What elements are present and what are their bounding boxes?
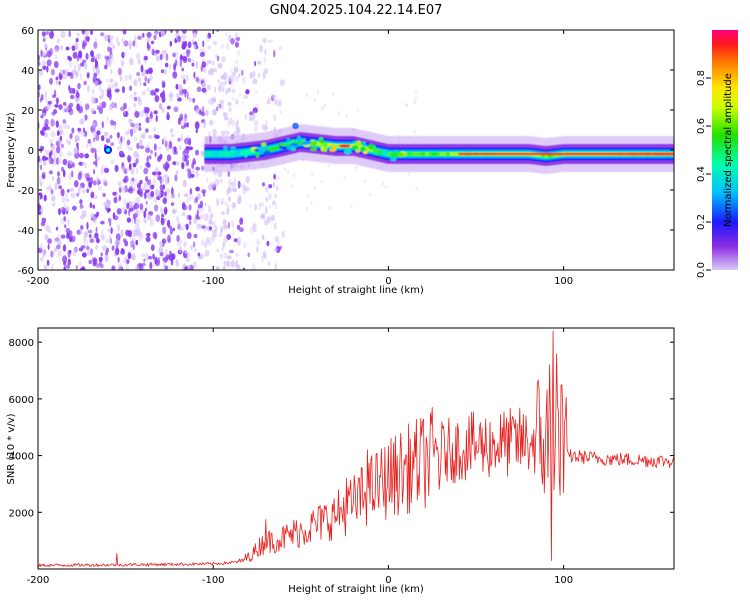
spectrogram-y-tick-label: 40 bbox=[21, 66, 34, 77]
figure-title: GN04.2025.104.22.14.E07 bbox=[270, 3, 443, 18]
spectrogram-xlabel: Height of straight line (km) bbox=[288, 285, 424, 296]
snr-ylabel: SNR (10 * v/v) bbox=[6, 413, 17, 484]
spectrogram-x-tick-label: 100 bbox=[554, 276, 573, 287]
spectrogram-ylabel: Frequency (Hz) bbox=[6, 112, 17, 188]
spectrogram-carrier-track bbox=[204, 123, 674, 174]
snr-x-tick-label: 100 bbox=[554, 575, 573, 586]
colorbar-tick-label: 0.4 bbox=[696, 166, 707, 182]
colorbar-label: Normalized spectral amplitude bbox=[723, 73, 734, 227]
colorbar: 0.0 0.2 0.4 0.6 0.8 Normalized spectral ampl… bbox=[696, 30, 738, 278]
snr-frame bbox=[37, 327, 675, 570]
spectrogram-noise bbox=[38, 30, 422, 270]
spectrogram-x-tick-label: -100 bbox=[202, 276, 225, 287]
snr-y-tick-label: 4000 bbox=[9, 452, 34, 463]
spectrogram-x-tick-label: 0 bbox=[385, 276, 391, 287]
snr-y-tick-label: 8000 bbox=[9, 338, 34, 349]
spectrogram-y-tick-label: -40 bbox=[18, 226, 34, 237]
snr-xlabel: Height of straight line (km) bbox=[288, 584, 424, 595]
colorbar-tick-label: 0.6 bbox=[696, 118, 707, 134]
colorbar-tick-label: 0.0 bbox=[696, 262, 707, 278]
colorbar-gradient bbox=[712, 30, 738, 270]
spectrogram-x-tick-label: -200 bbox=[27, 276, 50, 287]
spectrogram-y-tick-label: 20 bbox=[21, 106, 34, 117]
spectrogram-y-tick-label: 60 bbox=[21, 26, 34, 37]
colorbar-tick-label: 0.2 bbox=[696, 214, 707, 230]
snr-panel: -200 -100 0 100 2000 4000 6000 8000 Height of s… bbox=[6, 327, 675, 595]
snr-x-tick-label: -100 bbox=[202, 575, 225, 586]
colorbar-tick-label: 0.8 bbox=[696, 70, 707, 86]
colorbar-axes: 0.0 0.2 0.4 0.6 0.8 bbox=[696, 70, 711, 278]
snr-y-tick-label: 6000 bbox=[9, 395, 34, 406]
spectrogram-y-tick-label: -20 bbox=[18, 186, 34, 197]
snr-axes: -200 -100 0 100 2000 4000 6000 8000 bbox=[9, 328, 674, 586]
snr-series-line bbox=[38, 330, 674, 568]
snr-y-tick-label: 2000 bbox=[9, 508, 34, 519]
snr-x-tick-label: -200 bbox=[27, 575, 50, 586]
snr-x-tick-label: 0 bbox=[385, 575, 391, 586]
spectrogram-y-tick-label: 0 bbox=[28, 146, 34, 157]
spectrogram-y-tick-label: -60 bbox=[18, 266, 34, 277]
spectrogram-image bbox=[38, 30, 674, 270]
